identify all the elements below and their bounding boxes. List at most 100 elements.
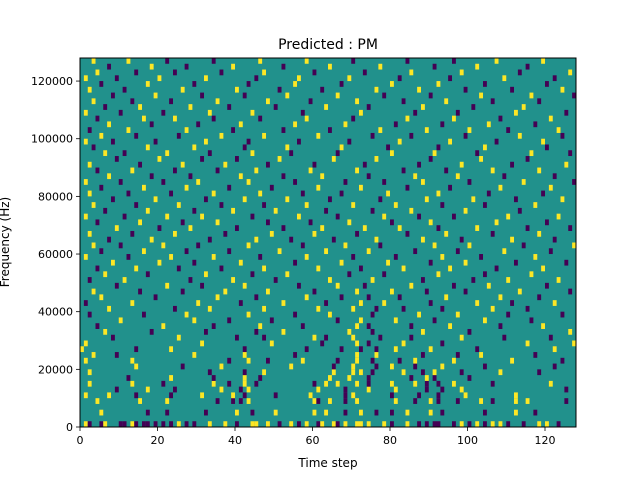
heatmap-cell <box>417 311 422 318</box>
heatmap-cell <box>324 104 329 110</box>
heatmap-cell <box>312 409 317 416</box>
heatmap-cell <box>200 392 205 399</box>
heatmap-cell <box>467 375 472 381</box>
heatmap-cell <box>471 196 476 203</box>
heatmap-cell <box>386 144 391 151</box>
heatmap-cell <box>126 254 131 260</box>
heatmap-cell <box>273 207 278 214</box>
heatmap-cell <box>134 202 139 208</box>
heatmap-cell <box>409 69 414 76</box>
heatmap-cell <box>142 421 146 427</box>
heatmap-cell <box>339 294 344 301</box>
heatmap-cell <box>161 421 166 427</box>
heatmap-cell <box>254 328 259 335</box>
heatmap-cell <box>390 409 394 416</box>
heatmap-cell <box>552 363 557 370</box>
heatmap-cell <box>405 58 410 64</box>
heatmap-cell <box>111 138 115 145</box>
heatmap-cell <box>269 317 274 324</box>
heatmap-cell <box>188 104 193 110</box>
heatmap-cell <box>231 398 236 404</box>
heatmap-cell <box>149 121 154 128</box>
heatmap-cell <box>475 346 480 353</box>
heatmap-cell <box>409 282 414 289</box>
heatmap-cell <box>343 121 348 128</box>
heatmap-cell <box>347 219 352 226</box>
heatmap-cell <box>355 352 360 358</box>
heatmap-cell <box>517 288 522 295</box>
heatmap-cell <box>262 305 267 312</box>
heatmap-cell <box>258 323 263 329</box>
heatmap-cell <box>316 305 321 312</box>
heatmap-cell <box>537 98 542 105</box>
heatmap-cell <box>537 230 542 237</box>
heatmap-cell <box>413 357 418 364</box>
heatmap-cell <box>138 104 143 110</box>
heatmap-cell <box>126 58 131 64</box>
heatmap-cell <box>452 213 456 220</box>
heatmap-cell <box>157 75 162 82</box>
heatmap-cell <box>568 69 573 76</box>
heatmap-cell <box>347 75 352 82</box>
heatmap-cell <box>390 219 394 226</box>
heatmap-cell <box>145 81 150 87</box>
heatmap-cell <box>401 98 406 105</box>
heatmap-cell <box>312 334 317 341</box>
heatmap-cell <box>293 121 298 128</box>
heatmap-cell <box>277 248 282 255</box>
heatmap-cell <box>444 98 449 105</box>
heatmap-cell <box>211 323 216 329</box>
heatmap-cell <box>169 346 174 353</box>
heatmap-cell <box>250 421 255 427</box>
heatmap-cell <box>204 409 208 416</box>
heatmap-cell <box>393 317 398 324</box>
heatmap-cell <box>510 357 515 364</box>
heatmap-cell <box>227 248 232 255</box>
heatmap-cell <box>258 58 263 64</box>
heatmap-cell <box>300 109 305 116</box>
heatmap-cell <box>401 167 406 174</box>
plot-area <box>79 57 577 428</box>
heatmap-cell <box>145 271 150 278</box>
y-axis-ticks: 0 20000 40000 60000 80000 100000 120000 <box>31 75 80 434</box>
heatmap-cell <box>130 230 135 237</box>
heatmap-cell <box>145 421 150 427</box>
heatmap-cell <box>122 86 127 93</box>
heatmap-cell <box>359 369 363 376</box>
heatmap-cell <box>176 132 181 139</box>
heatmap-cell <box>107 236 112 243</box>
heatmap-cell <box>87 190 92 197</box>
heatmap-cell <box>362 225 367 231</box>
heatmap-cell <box>537 167 542 174</box>
heatmap-cell <box>568 150 573 157</box>
heatmap-cell <box>351 202 356 208</box>
heatmap-cell <box>250 271 255 278</box>
heatmap-cell <box>312 398 317 404</box>
heatmap-cell <box>211 58 216 64</box>
heatmap-cell <box>176 421 181 427</box>
heatmap-cell <box>421 104 425 110</box>
heatmap-cell <box>517 69 522 76</box>
heatmap-cell <box>300 242 305 249</box>
heatmap-cell <box>316 132 321 139</box>
heatmap-cell <box>463 207 468 214</box>
heatmap-cell <box>312 230 317 237</box>
heatmap-cell <box>142 115 146 122</box>
heatmap-cell <box>324 248 329 255</box>
heatmap-cell <box>242 392 247 399</box>
chart-title: Predicted : PM <box>278 37 378 53</box>
heatmap-cell <box>304 254 309 260</box>
heatmap-cell <box>231 127 236 133</box>
heatmap-cell <box>459 69 464 76</box>
heatmap-cell <box>130 421 135 427</box>
heatmap-cell <box>165 150 170 157</box>
heatmap-cell <box>525 398 530 404</box>
heatmap-cell <box>258 115 263 122</box>
heatmap-cell <box>289 236 294 243</box>
heatmap-cell <box>246 179 251 185</box>
heatmap-cell <box>405 230 410 237</box>
heatmap-cell <box>145 207 150 214</box>
heatmap-cell <box>428 346 433 353</box>
heatmap-cell <box>192 421 197 427</box>
heatmap-cell <box>99 248 104 255</box>
